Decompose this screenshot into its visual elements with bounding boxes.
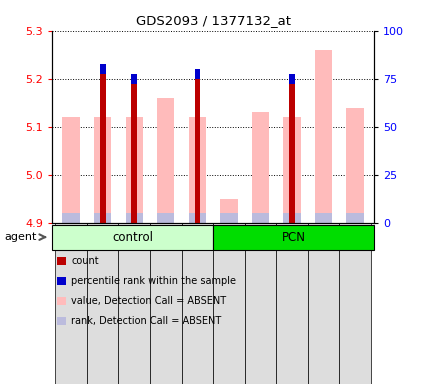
Text: PCN: PCN [281,231,305,243]
Bar [346,213,363,223]
Text: agent: agent [4,232,36,242]
Bar [100,64,105,74]
Bar [94,117,111,213]
Bar [314,213,332,223]
Bar [157,213,174,223]
Bar [194,79,200,223]
Bar [220,199,237,213]
Bar [181,223,213,384]
Bar [307,223,339,384]
Bar [94,213,111,223]
Bar [289,83,294,223]
Bar [276,223,307,384]
Bar [314,50,332,213]
Bar [194,69,200,79]
Bar [283,213,300,223]
Bar [157,98,174,213]
Text: percentile rank within the sample: percentile rank within the sample [71,276,236,286]
Bar [150,223,181,384]
Bar [283,117,300,213]
Bar [55,223,87,384]
Bar [188,117,206,213]
Text: count: count [71,256,99,266]
Bar [289,74,294,83]
Bar [346,108,363,213]
Bar [244,223,276,384]
Title: GDS2093 / 1377132_at: GDS2093 / 1377132_at [135,14,290,27]
Text: rank, Detection Call = ABSENT: rank, Detection Call = ABSENT [71,316,221,326]
Bar [125,213,143,223]
Bar [125,117,143,213]
Bar [62,117,79,213]
Bar [131,74,137,83]
Bar [87,223,118,384]
Bar [100,74,105,223]
Bar [62,213,79,223]
Text: value, Detection Call = ABSENT: value, Detection Call = ABSENT [71,296,226,306]
Bar [188,213,206,223]
Bar [339,223,370,384]
Bar [251,213,269,223]
Bar [251,112,269,213]
Bar [213,223,244,384]
Bar [118,223,150,384]
Text: control: control [112,231,153,243]
Bar [220,213,237,223]
Bar [131,83,137,223]
